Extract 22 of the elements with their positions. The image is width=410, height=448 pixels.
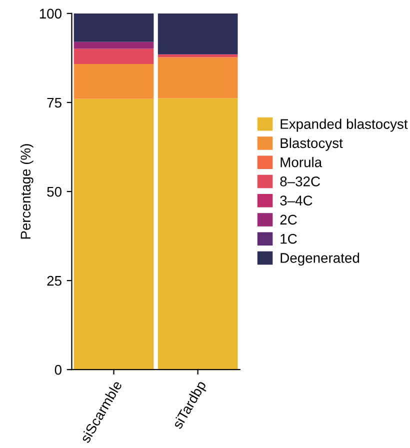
bar <box>74 64 154 99</box>
legend-label: Blastocyst <box>280 138 343 151</box>
bar <box>74 48 154 64</box>
y-tick-label: 25 <box>47 276 62 286</box>
legend-label: Expanded blastocyst <box>280 118 408 132</box>
legend-label: 8–32C <box>280 176 320 186</box>
y-tick-label: 75 <box>47 98 62 108</box>
bar <box>158 57 238 98</box>
bar <box>74 42 154 49</box>
legend-label: 1C <box>280 234 297 244</box>
legend-label: Degenerated <box>280 252 360 266</box>
bar <box>74 13 154 42</box>
y-tick-label: 0 <box>54 364 62 375</box>
legend-label: 3–4C <box>280 196 312 206</box>
y-tick-label: 100 <box>40 8 62 19</box>
y-axis-title: Percentage (%) <box>20 144 34 239</box>
legend-label: 2C <box>280 214 297 225</box>
legend-label: Morula <box>280 157 322 168</box>
bar <box>74 98 154 370</box>
bar <box>158 13 238 54</box>
y-tick-label: 50 <box>47 186 62 197</box>
bar <box>158 98 238 370</box>
